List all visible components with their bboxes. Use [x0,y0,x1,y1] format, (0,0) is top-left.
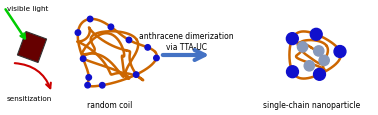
Circle shape [108,25,114,30]
Circle shape [287,33,298,45]
Circle shape [310,29,322,41]
Circle shape [334,46,346,58]
Circle shape [99,83,105,88]
Text: random coil: random coil [87,100,133,109]
FancyArrowPatch shape [15,64,51,88]
Text: anthracene dimerization
via TTA-UC: anthracene dimerization via TTA-UC [139,32,233,52]
Circle shape [297,42,308,53]
Circle shape [154,56,159,61]
Text: single-chain nanoparticle: single-chain nanoparticle [263,100,361,109]
Circle shape [304,61,314,71]
Circle shape [85,83,90,88]
Circle shape [314,69,325,81]
Circle shape [319,56,329,66]
Circle shape [145,45,150,51]
Circle shape [81,56,86,62]
Polygon shape [17,32,46,63]
Circle shape [86,75,91,80]
Circle shape [287,66,298,78]
Circle shape [75,31,81,36]
Circle shape [126,38,132,43]
Text: visible light: visible light [7,6,48,12]
Circle shape [87,17,93,23]
Text: sensitization: sensitization [7,95,52,101]
Circle shape [133,72,139,78]
Circle shape [314,46,324,57]
